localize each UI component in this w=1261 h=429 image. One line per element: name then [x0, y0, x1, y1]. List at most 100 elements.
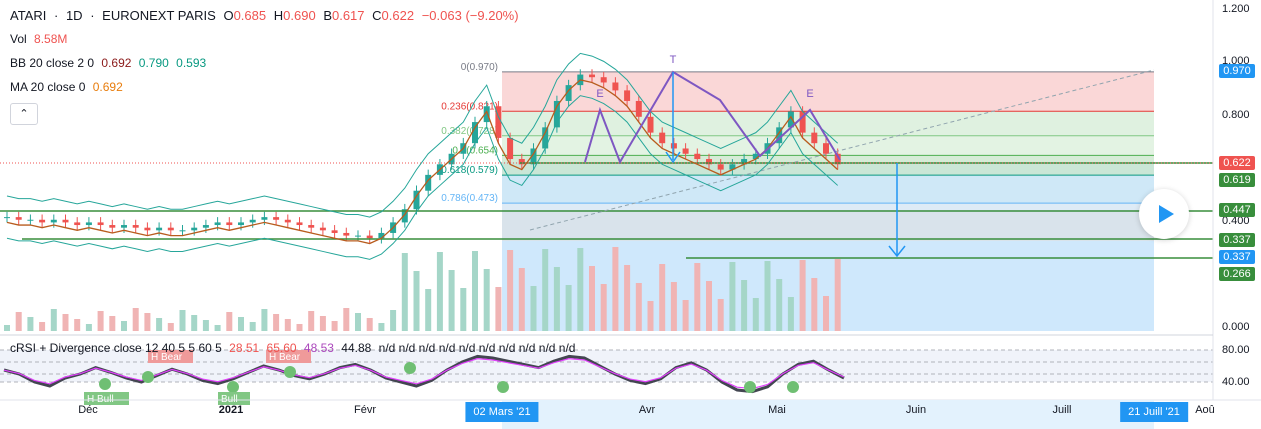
volume-bar [635, 283, 642, 331]
bb-label: BB 20 close 2 0 [10, 56, 95, 70]
volume-bar [752, 298, 759, 331]
volume-bar [682, 300, 689, 331]
candle-body [343, 232, 350, 236]
rsi-tick: 80.00 [1222, 344, 1250, 356]
candle-body [97, 222, 104, 226]
volume-bar [39, 322, 46, 331]
volume-bar [319, 316, 326, 331]
volume-bar [15, 312, 22, 331]
candle-body [202, 225, 209, 228]
ohlc-open-label: O [223, 8, 234, 23]
volume-bar [343, 308, 350, 331]
crsi-label: cRSI + Divergence close 12 40 5 5 60 5 [10, 341, 222, 355]
candle-body [472, 122, 478, 144]
crsi-legend[interactable]: cRSI + Divergence close 12 40 5 5 60 5 2… [10, 341, 579, 355]
crsi-v1: 28.51 [229, 341, 260, 355]
symbol-interval[interactable]: 1D [65, 8, 83, 23]
fib-level-label: 0.786(0.473) [441, 193, 498, 204]
candle-body [542, 127, 549, 149]
arrow-head [665, 151, 681, 164]
candle-body [752, 153, 759, 160]
price-tag: 0.266 [1219, 267, 1255, 281]
volume-bar [74, 319, 81, 331]
rsi-band [0, 350, 1213, 382]
divergence-label: H Bear [151, 352, 183, 363]
ohlc-high-label: H [273, 8, 284, 23]
fib-level-label: 0.5(0.654) [452, 145, 498, 156]
candle-body [741, 159, 748, 165]
candle-body [156, 227, 163, 231]
volume-bar [659, 264, 666, 331]
divergence-dot [404, 362, 416, 374]
x-tick: Juin [905, 404, 927, 416]
price-tag: 0.970 [1219, 64, 1255, 78]
rsi-tick: 40.00 [1222, 376, 1250, 388]
volume-bar [764, 261, 771, 331]
volume-bar [565, 285, 572, 331]
crsi-v3: 48.53 [303, 341, 334, 355]
symbol-name[interactable]: ATARI [10, 8, 47, 23]
candle-body [238, 222, 244, 226]
volume-bar [530, 286, 537, 331]
range-start-label[interactable]: 02 Mars '21 [465, 402, 539, 422]
candle-body [483, 106, 490, 123]
volume-legend[interactable]: Vol 8.58M [10, 32, 71, 46]
candle-body [273, 217, 280, 220]
volume-bar [507, 250, 514, 331]
range-end-label[interactable]: 21 Juill '21 [1120, 402, 1188, 422]
candle-body [132, 225, 139, 228]
x-tick: Févr [354, 404, 376, 416]
ma-value: 0.692 [92, 80, 123, 94]
volume-bar [483, 269, 490, 331]
ma-legend[interactable]: MA 20 close 0 0.692 [10, 80, 127, 94]
x-tick: Déc [78, 404, 98, 416]
volume-bar [542, 249, 549, 331]
x-tick: Aoû [1195, 404, 1215, 416]
volume-bar [308, 311, 315, 331]
volume-bar [647, 301, 654, 331]
divergence-dot [787, 381, 799, 393]
bollinger-legend[interactable]: BB 20 close 2 0 0.692 0.790 0.593 [10, 56, 210, 70]
price-tick: 1.200 [1222, 3, 1250, 15]
volume-bar [448, 270, 455, 331]
x-tick: Juill [1052, 404, 1072, 416]
candle-body [495, 106, 502, 138]
divergence-dot [99, 378, 111, 390]
candle-body [706, 159, 712, 165]
volume-bar [799, 260, 806, 331]
volume-bar [600, 284, 607, 331]
pattern-label: T [670, 54, 677, 66]
ohlc-change: −0.063 (−9.20%) [421, 8, 519, 23]
pattern-label: E [596, 88, 603, 100]
volume-bar [823, 296, 829, 331]
ohlc-low: 0.617 [331, 8, 365, 23]
candle-body [109, 225, 116, 228]
divergence-badge [84, 392, 129, 405]
candle-body [167, 227, 174, 231]
volume-bar [50, 309, 57, 331]
volume-bar [741, 280, 748, 331]
legend-collapse-button[interactable]: ⌃ [10, 103, 38, 125]
candle-body [635, 100, 642, 117]
price-tick: 0.000 [1222, 321, 1250, 333]
volume-bar [624, 265, 631, 331]
x-tick: Avr [638, 404, 656, 416]
candle-body [366, 235, 373, 239]
fib-band [502, 155, 1154, 176]
divergence-dot [744, 381, 756, 393]
divergence-dot [284, 366, 296, 378]
volume-bar [249, 322, 256, 331]
price-tag: 0.337 [1219, 233, 1255, 247]
volume-bar [670, 282, 677, 331]
price-tag: 0.447 [1219, 203, 1255, 217]
volume-bar [834, 259, 841, 331]
candle-body [261, 217, 268, 220]
pattern-line [584, 70, 841, 165]
replay-play-button[interactable] [1139, 189, 1189, 239]
candle-body [121, 225, 127, 228]
volume-bar [518, 268, 525, 331]
divergence-badge [148, 350, 193, 363]
candle-body [787, 111, 794, 128]
candle-body [355, 235, 361, 237]
